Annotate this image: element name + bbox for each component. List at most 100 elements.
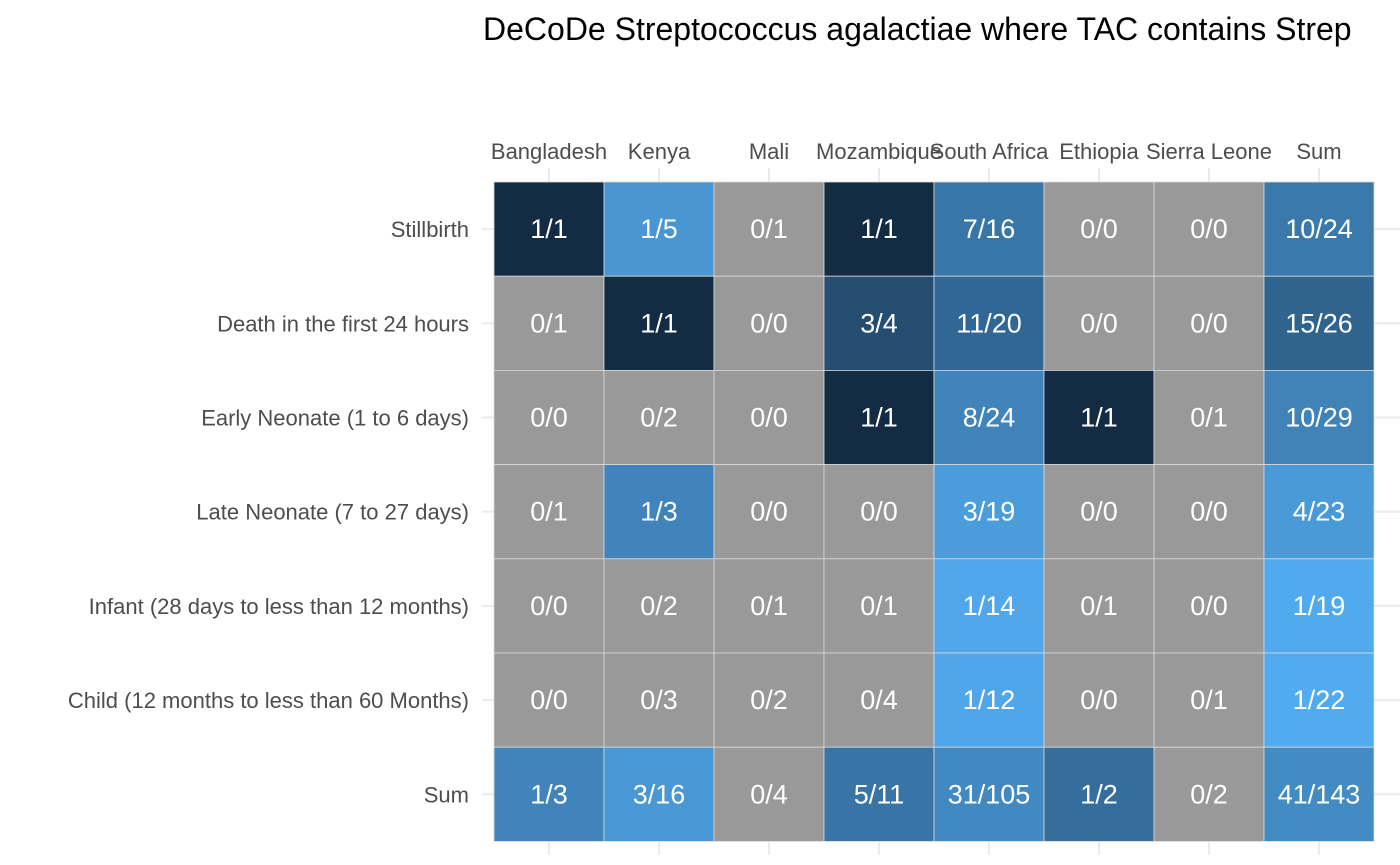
cell-value-label: 0/1 [750,214,788,244]
heatmap-cell [603,275,715,371]
heatmap-cell [493,181,605,277]
cell-value-label: 1/1 [530,214,568,244]
cell-value-label: 0/0 [1080,308,1118,338]
column-label: Sum [1296,139,1341,164]
heatmap-cell [713,746,825,842]
row-labels: Stillbirth Death in the first 24 hours Ear… [68,217,469,807]
heatmap-cell [493,652,605,748]
heatmap-cell [1153,181,1265,277]
heatmap-cell [1043,558,1155,654]
column-label: Mozambique [816,139,942,164]
heatmap-cell [823,746,935,842]
heatmap-cell [1263,369,1375,465]
cell-value-label: 0/0 [750,497,788,527]
cell-value-label: 0/0 [1190,497,1228,527]
heatmap-cell [713,181,825,277]
heatmap-cell [1153,369,1265,465]
cell-value-label: 1/1 [860,403,898,433]
cell-value-label: 0/0 [530,685,568,715]
row-label: Early Neonate (1 to 6 days) [201,406,469,431]
heatmap-cell [713,275,825,371]
cell-value-label: 1/3 [640,497,678,527]
heatmap-cell [1263,464,1375,560]
cell-value-label: 1/12 [963,685,1016,715]
column-label: Mali [749,139,789,164]
chart-title: DeCoDe Streptococcus agalactiae where TA… [483,11,1352,47]
row-label: Death in the first 24 hours [217,311,469,336]
cell-value-label: 5/11 [854,779,905,809]
cell-value-label: 41/143 [1278,779,1361,809]
heatmap-cell [933,369,1045,465]
heatmap-cell [603,652,715,748]
cell-value-label: 0/1 [860,591,898,621]
heatmap-cell [493,369,605,465]
cell-value-label: 1/22 [1293,685,1346,715]
cell-value-label: 0/0 [530,403,568,433]
row-label: Late Neonate (7 to 27 days) [196,500,469,525]
column-label: Sierra Leone [1146,139,1272,164]
cell-value-label: 10/24 [1285,214,1353,244]
heatmap-cell [823,464,935,560]
heatmap-cell [1153,652,1265,748]
cell-value-label: 15/26 [1285,308,1353,338]
cell-value-label: 4/23 [1293,497,1346,527]
heatmap-cell [1153,746,1265,842]
cell-value-label: 0/1 [750,591,788,621]
heatmap-cell [1153,558,1265,654]
cell-value-label: 1/1 [860,214,898,244]
cell-value-label: 0/1 [530,497,568,527]
heatmap-cell [823,181,935,277]
cell-value-label: 1/1 [1080,403,1118,433]
heatmap-cell [713,652,825,748]
heatmap-cell [603,369,715,465]
cell-value-label: 3/16 [633,779,686,809]
heatmap-cell [823,369,935,465]
heatmap-cell [1263,652,1375,748]
cell-value-label: 10/29 [1285,403,1353,433]
heatmap-cell [933,652,1045,748]
column-label: Kenya [628,139,691,164]
cell-value-label: 0/2 [1190,779,1228,809]
heatmap-cell [713,369,825,465]
heatmap-cell [933,558,1045,654]
cell-value-label: 0/0 [860,497,898,527]
cell-value-label: 3/19 [963,497,1016,527]
cell-value-label: 0/2 [640,403,678,433]
column-label: Ethiopia [1059,139,1139,164]
cell-value-label: 1/3 [530,779,568,809]
cell-value-label: 0/2 [640,591,678,621]
cell-value-label: 0/0 [1190,308,1228,338]
heatmap-cell [933,464,1045,560]
heatmap-cell [933,181,1045,277]
heatmap-cell [1043,181,1155,277]
heatmap-cell [1043,746,1155,842]
heatmap-cell [933,746,1045,842]
cell-value-label: 0/0 [1080,685,1118,715]
heatmap-cell [603,464,715,560]
cell-value-label: 31/105 [948,779,1031,809]
cell-value-label: 1/1 [640,308,678,338]
heatmap-cell [1043,275,1155,371]
cell-value-label: 0/0 [1080,214,1118,244]
cell-value-label: 11/20 [956,308,1022,338]
cell-value-label: 0/4 [750,779,788,809]
heatmap-cell [1263,181,1375,277]
row-label: Infant (28 days to less than 12 months) [89,594,469,619]
cells-layer: 1/1 1/5 0/1 1/1 7/16 0/0 0/0 10/24 0/1 1/1 0/0 3/4 1… [493,181,1375,842]
heatmap-cell [493,746,605,842]
column-label: South Africa [930,139,1049,164]
cell-value-label: 1/2 [1080,779,1118,809]
cell-value-label: 1/19 [1293,591,1346,621]
heatmap-cell [713,464,825,560]
cell-value-label: 7/16 [963,214,1016,244]
column-label: Bangladesh [491,139,607,164]
heatmap-cell [713,558,825,654]
row-label: Stillbirth [391,217,469,242]
heatmap-cell [1043,464,1155,560]
heatmap-cell [1263,275,1375,371]
cell-value-label: 8/24 [963,403,1016,433]
cell-value-label: 0/1 [1080,591,1118,621]
cell-value-label: 1/5 [640,214,678,244]
